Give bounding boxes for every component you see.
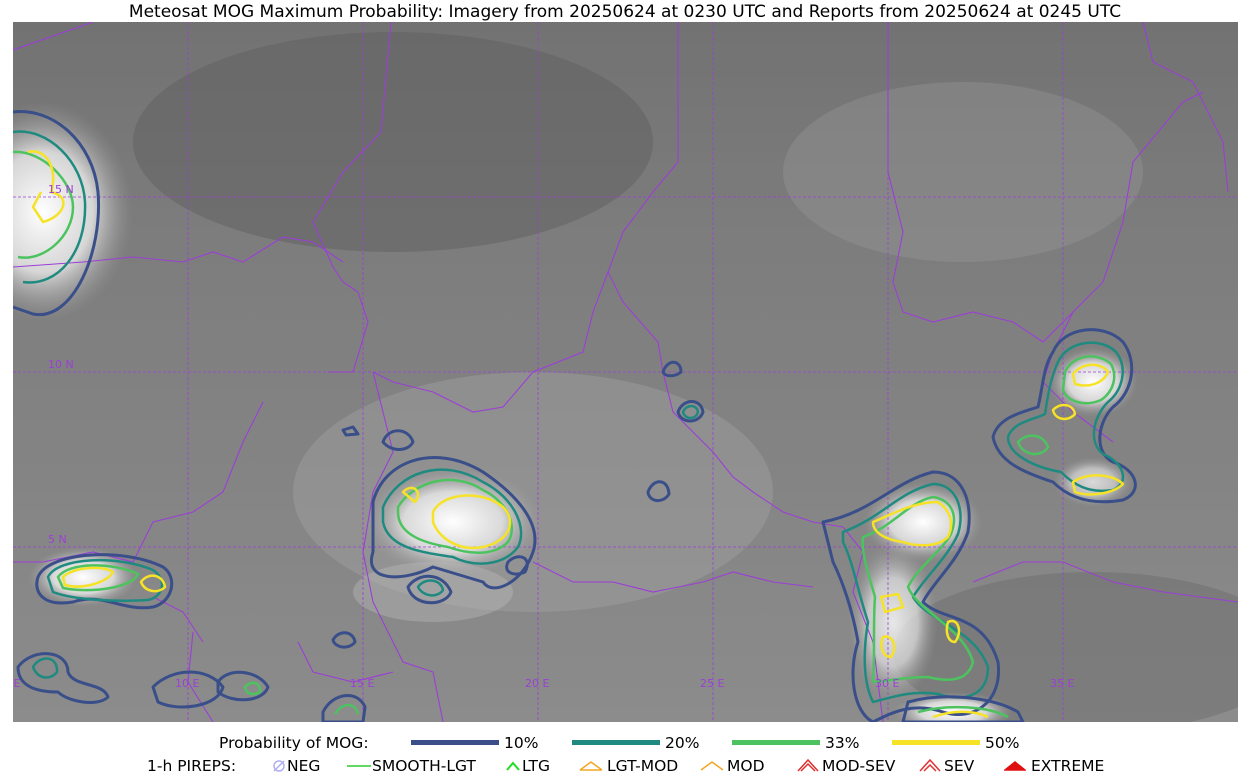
prob-50-label: 50%: [985, 734, 1020, 752]
lat-label: 10 N: [48, 358, 74, 371]
lat-label: 5 N: [48, 533, 67, 546]
pireps-legend-title: 1-h PIREPS:: [147, 757, 237, 775]
mod-icon: [700, 761, 724, 771]
ltg-icon: [506, 761, 520, 771]
pirep-smooth-lgt-label: SMOOTH-LGT: [372, 757, 476, 775]
pirep-mod-sev-label: MOD-SEV: [822, 757, 896, 775]
extreme-icon: [1004, 761, 1026, 771]
pirep-neg-label: NEG: [287, 757, 321, 775]
sev-icon: [919, 758, 941, 772]
pireps-legend: 1-h PIREPS: NEG SMOOTH-LGT LTG LGT-MOD M…: [0, 756, 1250, 776]
lon-label: 10 E: [175, 677, 199, 690]
pirep-lgt-mod-label: LGT-MOD: [607, 757, 679, 775]
graticule: [13, 22, 1238, 722]
prob-20-label: 20%: [665, 734, 700, 752]
prob-33-swatch: [732, 740, 820, 745]
lon-label: 20 E: [525, 677, 549, 690]
probability-legend-title: Probability of MOG:: [219, 734, 369, 752]
pirep-sev-label: SEV: [944, 757, 975, 775]
prob-10-swatch: [411, 740, 499, 745]
satellite-map: 5 E 10 E 15 E 20 E 25 E 30 E 35 E 15 N 1…: [13, 22, 1238, 722]
lon-label: 30 E: [875, 677, 899, 690]
prob-10-label: 10%: [504, 734, 539, 752]
pirep-mod-label: MOD: [727, 757, 765, 775]
longitude-labels: 5 E 10 E 15 E 20 E 25 E 30 E 35 E: [13, 677, 1074, 690]
mog-contours: [13, 110, 1137, 722]
neg-icon: [273, 760, 285, 772]
prob-50-swatch: [892, 740, 980, 745]
pirep-ltg-label: LTG: [522, 757, 550, 775]
probability-legend: Probability of MOG: 10% 20% 33% 50%: [0, 733, 1250, 753]
country-borders: [13, 22, 1238, 722]
latitude-labels: 15 N 10 N 5 N: [48, 183, 74, 546]
chart-title: Meteosat MOG Maximum Probability: Imager…: [128, 2, 1122, 22]
lat-label: 15 N: [48, 183, 74, 196]
smooth-lgt-icon: [347, 765, 371, 767]
mod-sev-icon: [797, 758, 819, 772]
lgt-mod-icon: [579, 761, 603, 771]
prob-33-label: 33%: [825, 734, 860, 752]
lon-label: 5 E: [13, 677, 20, 690]
prob-20-swatch: [572, 740, 660, 745]
lon-label: 15 E: [350, 677, 374, 690]
lon-label: 25 E: [700, 677, 724, 690]
lon-label: 35 E: [1050, 677, 1074, 690]
pirep-extreme-label: EXTREME: [1031, 757, 1105, 775]
